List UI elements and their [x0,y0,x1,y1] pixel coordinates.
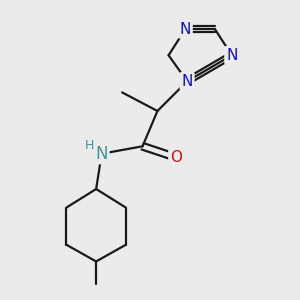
Text: H: H [85,139,94,152]
Text: N: N [180,22,191,37]
Text: N: N [182,74,193,89]
Text: N: N [226,48,237,63]
Text: O: O [170,150,182,165]
Text: N: N [95,145,108,163]
